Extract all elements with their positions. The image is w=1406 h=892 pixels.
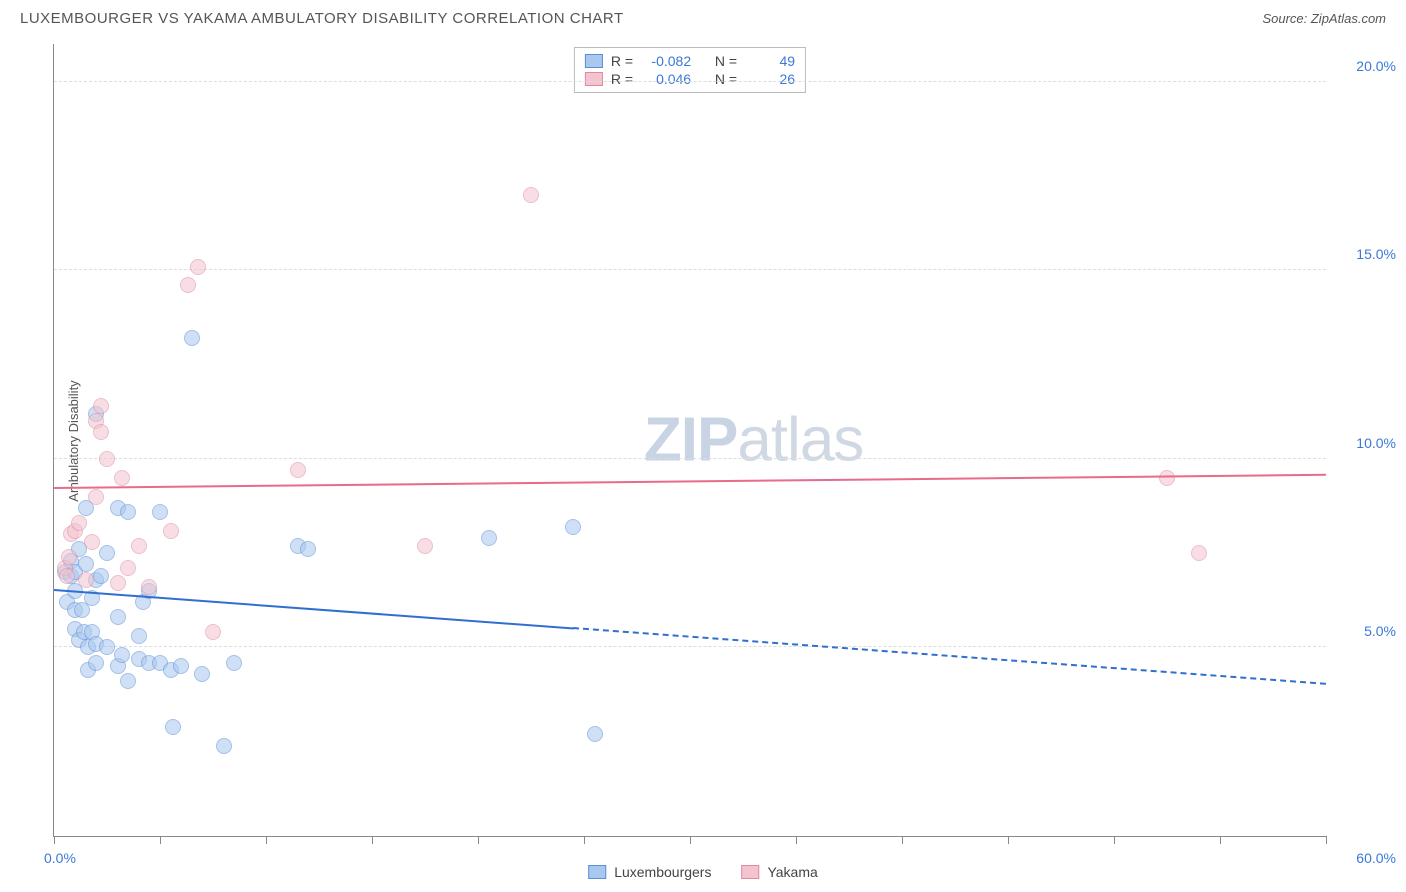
data-point [71, 515, 87, 531]
y-tick-label: 10.0% [1336, 435, 1396, 451]
stats-legend: R = -0.082 N = 49 R = 0.046 N = 26 [574, 47, 806, 93]
data-point [93, 424, 109, 440]
n-label-1: N = [715, 53, 737, 69]
data-point [1191, 545, 1207, 561]
data-point [114, 470, 130, 486]
data-point [180, 277, 196, 293]
gridline-h [54, 269, 1326, 270]
swatch-series-2 [585, 72, 603, 86]
x-tick [54, 836, 55, 844]
data-point [78, 572, 94, 588]
data-point [226, 655, 242, 671]
plot-region: ZIPatlas R = -0.082 N = 49 R = 0.046 N =… [53, 44, 1326, 837]
legend-swatch-2 [741, 865, 759, 879]
legend-item-1: Luxembourgers [588, 864, 711, 880]
stats-row-1: R = -0.082 N = 49 [585, 52, 795, 70]
data-point [93, 398, 109, 414]
watermark-zip: ZIP [644, 406, 737, 475]
data-point [88, 489, 104, 505]
data-point [173, 658, 189, 674]
r-label-2: R = [611, 71, 633, 87]
data-point [131, 628, 147, 644]
x-max-label: 60.0% [1336, 850, 1396, 866]
trend-line [54, 589, 574, 629]
n-value-1: 49 [745, 53, 795, 69]
data-point [110, 575, 126, 591]
data-point [78, 556, 94, 572]
n-value-2: 26 [745, 71, 795, 87]
x-tick [1326, 836, 1327, 844]
stats-row-2: R = 0.046 N = 26 [585, 70, 795, 88]
x-tick [1220, 836, 1221, 844]
data-point [120, 504, 136, 520]
data-point [99, 451, 115, 467]
data-point [481, 530, 497, 546]
data-point [114, 647, 130, 663]
data-point [290, 462, 306, 478]
chart-header: LUXEMBOURGER VS YAKAMA AMBULATORY DISABI… [0, 0, 1406, 33]
bottom-legend: Luxembourgers Yakama [588, 864, 818, 880]
x-tick [266, 836, 267, 844]
data-point [152, 504, 168, 520]
data-point [216, 738, 232, 754]
data-point [99, 639, 115, 655]
data-point [205, 624, 221, 640]
data-point [84, 534, 100, 550]
y-tick-label: 15.0% [1336, 246, 1396, 262]
x-tick [1114, 836, 1115, 844]
r-value-2: 0.046 [641, 71, 691, 87]
watermark: ZIPatlas [644, 405, 863, 476]
data-point [165, 719, 181, 735]
data-point [300, 541, 316, 557]
chart-source: Source: ZipAtlas.com [1262, 11, 1386, 26]
gridline-h [54, 81, 1326, 82]
data-point [99, 545, 115, 561]
data-point [93, 568, 109, 584]
x-tick [796, 836, 797, 844]
swatch-series-1 [585, 54, 603, 68]
x-min-label: 0.0% [44, 850, 76, 866]
y-tick-label: 20.0% [1336, 58, 1396, 74]
data-point [190, 259, 206, 275]
data-point [88, 655, 104, 671]
x-tick [478, 836, 479, 844]
trend-line [54, 474, 1326, 489]
x-tick [902, 836, 903, 844]
x-tick [584, 836, 585, 844]
chart-title: LUXEMBOURGER VS YAKAMA AMBULATORY DISABI… [20, 10, 624, 27]
legend-swatch-1 [588, 865, 606, 879]
x-tick [1008, 836, 1009, 844]
chart-area: Ambulatory Disability ZIPatlas R = -0.08… [35, 44, 1326, 837]
data-point [131, 538, 147, 554]
y-tick-label: 5.0% [1336, 623, 1396, 639]
data-point [120, 673, 136, 689]
data-point [565, 519, 581, 535]
data-point [523, 187, 539, 203]
legend-label-2: Yakama [767, 864, 817, 880]
x-tick [690, 836, 691, 844]
data-point [120, 560, 136, 576]
data-point [61, 549, 77, 565]
data-point [184, 330, 200, 346]
data-point [417, 538, 433, 554]
gridline-h [54, 646, 1326, 647]
x-tick [372, 836, 373, 844]
watermark-atlas: atlas [737, 406, 863, 475]
data-point [59, 568, 75, 584]
trend-line-dashed [573, 627, 1326, 685]
data-point [110, 609, 126, 625]
data-point [587, 726, 603, 742]
legend-label-1: Luxembourgers [614, 864, 711, 880]
data-point [194, 666, 210, 682]
gridline-h [54, 458, 1326, 459]
data-point [141, 579, 157, 595]
r-value-1: -0.082 [641, 53, 691, 69]
x-tick [160, 836, 161, 844]
data-point [1159, 470, 1175, 486]
data-point [163, 523, 179, 539]
r-label-1: R = [611, 53, 633, 69]
legend-item-2: Yakama [741, 864, 817, 880]
n-label-2: N = [715, 71, 737, 87]
